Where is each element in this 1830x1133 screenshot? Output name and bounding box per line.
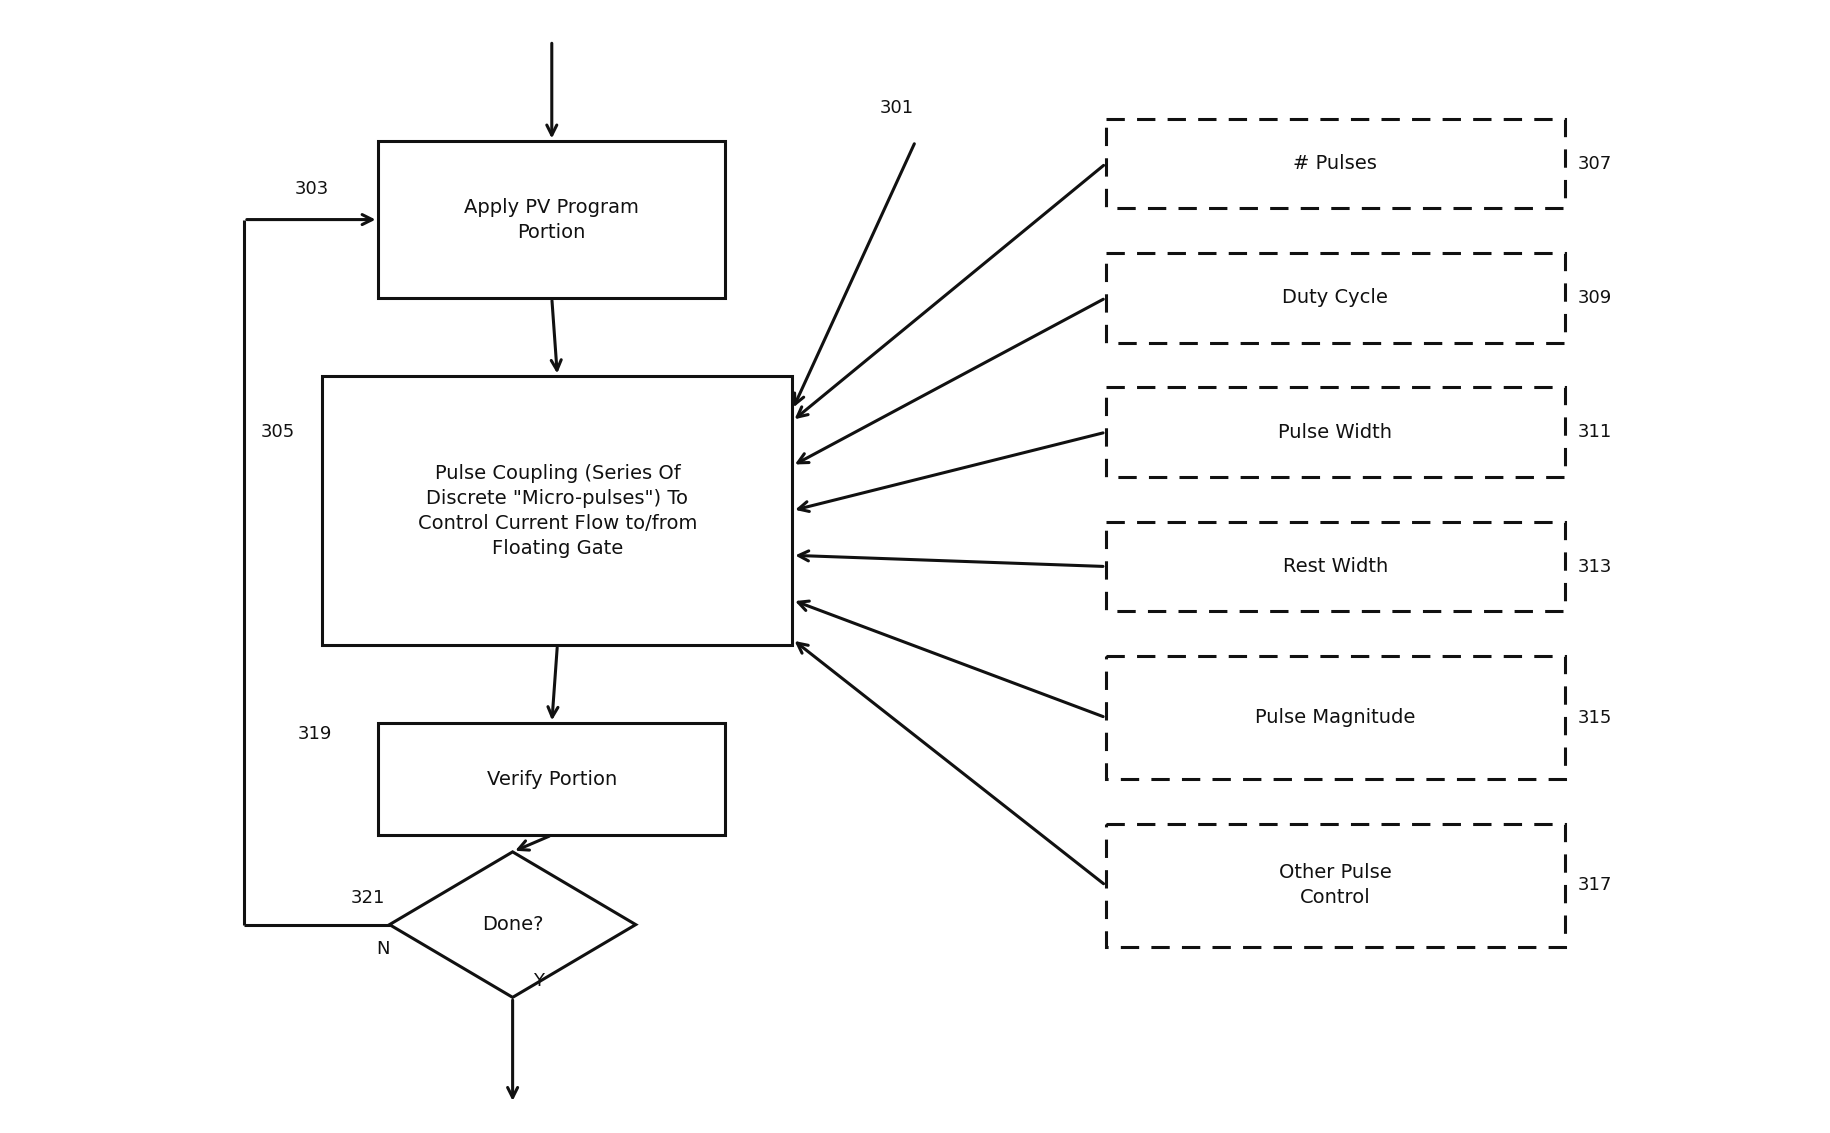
- Polygon shape: [390, 852, 635, 997]
- Text: 301: 301: [878, 99, 913, 117]
- Text: 307: 307: [1577, 154, 1612, 172]
- Text: 311: 311: [1577, 424, 1612, 441]
- Text: Pulse Width: Pulse Width: [1277, 423, 1391, 442]
- Bar: [1105, 253, 1563, 342]
- Text: 303: 303: [295, 180, 328, 198]
- Text: # Pulses: # Pulses: [1292, 154, 1376, 173]
- Bar: [1105, 824, 1563, 947]
- Bar: [1105, 656, 1563, 780]
- Bar: [379, 723, 725, 835]
- Text: 309: 309: [1577, 289, 1612, 307]
- Text: Verify Portion: Verify Portion: [487, 769, 617, 789]
- Text: Done?: Done?: [481, 915, 544, 934]
- Bar: [379, 142, 725, 298]
- Text: Apply PV Program
Portion: Apply PV Program Portion: [465, 197, 639, 241]
- Text: 317: 317: [1577, 877, 1612, 894]
- Bar: [1105, 119, 1563, 208]
- Bar: [322, 376, 792, 645]
- Bar: [1105, 387, 1563, 477]
- Text: 321: 321: [350, 888, 384, 906]
- Text: Pulse Coupling (Series Of
Discrete "Micro-pulses") To
Control Current Flow to/fr: Pulse Coupling (Series Of Discrete "Micr…: [417, 463, 697, 557]
- Text: Duty Cycle: Duty Cycle: [1281, 289, 1387, 307]
- Text: Rest Width: Rest Width: [1281, 557, 1387, 576]
- Text: Pulse Magnitude: Pulse Magnitude: [1254, 708, 1415, 727]
- Bar: [1105, 521, 1563, 612]
- Text: 315: 315: [1577, 708, 1612, 726]
- Text: N: N: [375, 940, 390, 959]
- Text: 319: 319: [298, 725, 331, 743]
- Text: 305: 305: [260, 424, 295, 441]
- Text: Other Pulse
Control: Other Pulse Control: [1277, 863, 1391, 908]
- Text: 313: 313: [1577, 557, 1612, 576]
- Text: Y: Y: [533, 972, 544, 989]
